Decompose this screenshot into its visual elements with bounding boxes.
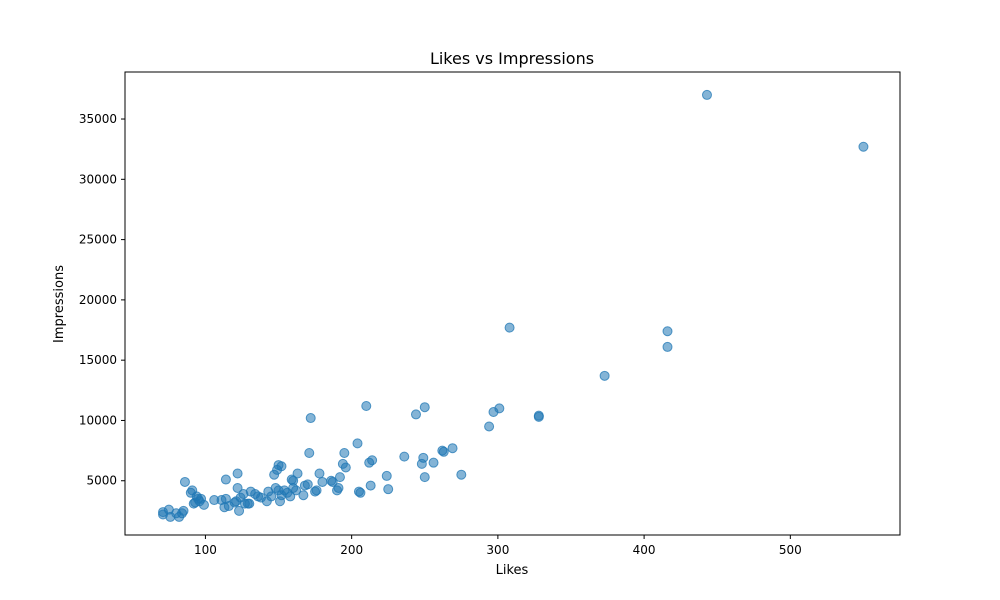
data-point: [504, 322, 515, 333]
data-point: [701, 89, 712, 100]
data-point: [291, 485, 302, 496]
y-axis-label: Impressions: [52, 265, 67, 343]
x-axis-label: Likes: [496, 563, 529, 578]
data-points: [158, 89, 869, 522]
data-point: [367, 455, 378, 466]
data-point: [494, 403, 505, 414]
data-point: [399, 451, 410, 462]
data-point: [304, 448, 315, 459]
data-point: [232, 482, 243, 493]
x-tick-label: 300: [486, 543, 509, 557]
data-point: [381, 470, 392, 481]
data-point: [340, 462, 351, 473]
data-point: [355, 487, 366, 498]
y-tick-label: 20000: [79, 293, 117, 307]
data-point: [333, 482, 344, 493]
data-point: [292, 468, 303, 479]
data-point: [179, 476, 190, 487]
plot-area-frame: [124, 71, 901, 536]
data-point: [334, 472, 345, 483]
data-point: [302, 479, 313, 490]
chart-title: Likes vs Impressions: [430, 49, 594, 68]
data-point: [365, 480, 376, 491]
data-point: [447, 443, 458, 454]
data-point: [198, 499, 209, 510]
data-point: [317, 476, 328, 487]
data-point: [662, 341, 673, 352]
data-point: [438, 446, 449, 457]
data-point: [244, 498, 255, 509]
x-tick-label: 200: [340, 543, 363, 557]
y-tick-label: 5000: [86, 474, 117, 488]
data-point: [456, 469, 467, 480]
data-point: [276, 461, 287, 472]
x-axis-ticks: 100 200 300 400 500: [194, 535, 802, 557]
y-tick-label: 35000: [79, 112, 117, 126]
data-point: [428, 457, 439, 468]
data-point: [533, 411, 544, 422]
data-point: [220, 474, 231, 485]
data-point: [352, 438, 363, 449]
y-tick-label: 10000: [79, 413, 117, 427]
y-axis-ticks: 5000 10000 15000 20000 25000 30000 35000: [79, 112, 125, 488]
y-tick-label: 25000: [79, 233, 117, 247]
data-point: [361, 400, 372, 411]
data-point: [339, 448, 350, 459]
data-point: [314, 468, 325, 479]
data-point: [327, 476, 338, 487]
y-tick-label: 30000: [79, 172, 117, 186]
data-point: [410, 409, 421, 420]
data-point: [484, 421, 495, 432]
x-tick-label: 100: [194, 543, 217, 557]
data-point: [858, 141, 869, 152]
data-point: [383, 484, 394, 495]
x-tick-label: 500: [779, 543, 802, 557]
data-point: [232, 468, 243, 479]
data-point: [419, 402, 430, 413]
data-point: [311, 485, 322, 496]
y-tick-label: 15000: [79, 353, 117, 367]
x-tick-label: 400: [633, 543, 656, 557]
data-point: [234, 505, 245, 516]
data-point: [599, 370, 610, 381]
data-point: [178, 505, 189, 516]
data-point: [418, 452, 429, 463]
data-point: [419, 472, 430, 483]
data-point: [298, 490, 309, 501]
data-point: [305, 413, 316, 424]
data-point: [662, 326, 673, 337]
data-point: [266, 491, 277, 502]
